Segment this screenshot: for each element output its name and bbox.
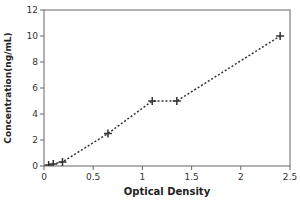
data-point	[49, 160, 57, 166]
x-tick	[240, 166, 241, 170]
chart-svg: 0 0.5 1 1.5 2 2.5 0 2 4 6 8 10 12 Optical Density Conc…	[0, 0, 300, 200]
x-tick-label: 2.5	[283, 172, 297, 182]
y-tick	[40, 36, 44, 37]
y-tick-label: 4	[32, 109, 38, 119]
x-tick	[142, 166, 143, 170]
data-line	[49, 36, 281, 165]
plot-frame	[44, 10, 290, 166]
y-tick-label: 12	[27, 5, 38, 15]
x-tick	[93, 166, 94, 170]
y-tick	[40, 88, 44, 89]
y-tick-label: 8	[32, 57, 38, 67]
y-tick	[40, 62, 44, 63]
chart-container: 0 0.5 1 1.5 2 2.5 0 2 4 6 8 10 12 Optical Density Conc…	[0, 0, 300, 200]
data-point	[58, 158, 66, 166]
data-point	[276, 32, 284, 40]
y-tick	[40, 140, 44, 141]
axes: 0 0.5 1 1.5 2 2.5 0 2 4 6 8 10 12	[27, 5, 298, 182]
x-tick	[290, 166, 291, 170]
y-tick-label: 0	[32, 161, 38, 171]
x-tick-label: 1.5	[184, 172, 198, 182]
y-axis-label: Concentration(ng/mL)	[3, 32, 13, 143]
y-tick-label: 6	[32, 83, 38, 93]
x-tick-label: 1	[140, 172, 146, 182]
data-point	[173, 97, 181, 105]
y-tick-label: 10	[27, 31, 39, 41]
y-tick	[40, 166, 44, 167]
y-tick	[40, 114, 44, 115]
x-tick-label: 0.5	[86, 172, 100, 182]
data-group	[45, 32, 285, 166]
data-point	[104, 130, 112, 138]
x-tick	[191, 166, 192, 170]
x-tick-label: 0	[41, 172, 47, 182]
y-tick	[40, 10, 44, 11]
x-tick	[44, 166, 45, 170]
data-point	[148, 97, 156, 105]
x-tick-label: 2	[238, 172, 244, 182]
y-tick-label: 2	[32, 135, 38, 145]
x-axis-label: Optical Density	[124, 186, 211, 197]
